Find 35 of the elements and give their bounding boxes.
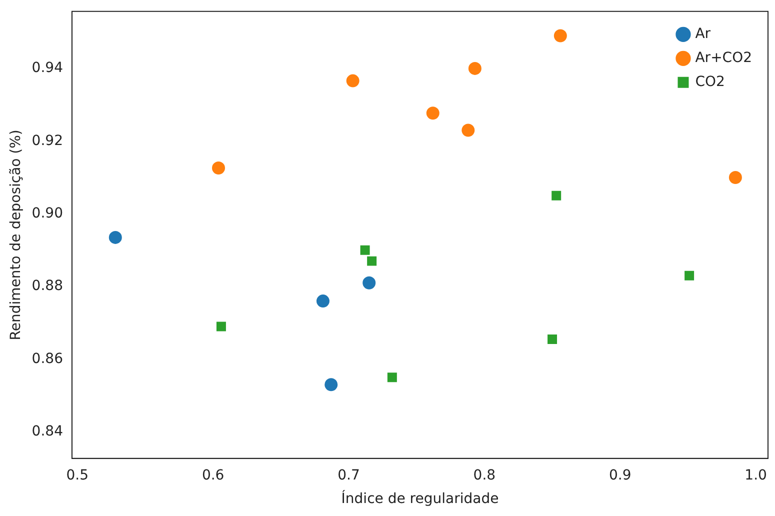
x-tick-label: 0.7: [338, 467, 360, 484]
legend-label: Ar+CO2: [695, 50, 752, 66]
point: [360, 245, 370, 255]
x-tick-label: 0.6: [202, 467, 224, 484]
y-tick-label: 0.92: [32, 132, 63, 149]
point: [387, 372, 397, 382]
point: [552, 190, 562, 200]
x-tick-label: 0.5: [66, 467, 89, 484]
point: [108, 230, 122, 244]
point: [367, 256, 377, 266]
point: [346, 74, 360, 88]
x-tick-label: 1.0: [744, 467, 767, 484]
y-tick-label: 0.90: [32, 205, 63, 222]
x-tick-label: 0.9: [608, 467, 632, 484]
y-tick-label: 0.84: [32, 424, 64, 440]
legend-label: Ar: [695, 26, 711, 42]
y-axis-title: Rendimento de deposição (%): [8, 130, 24, 340]
point: [468, 62, 482, 75]
point: [362, 276, 376, 290]
point: [728, 170, 742, 184]
point: [462, 124, 475, 137]
legend-label: CO2: [695, 74, 725, 90]
y-tick-label: 0.86: [32, 350, 64, 367]
point: [324, 378, 338, 392]
y-tick-label: 0.94: [32, 60, 64, 76]
point: [554, 29, 567, 42]
y-tick-label: 0.88: [32, 278, 63, 294]
point: [316, 294, 330, 308]
point: [212, 162, 226, 175]
point: [216, 322, 226, 332]
x-tick-label: 0.8: [473, 467, 496, 484]
point: [684, 270, 694, 280]
point: [426, 106, 440, 120]
x-axis-title: Índice de regularidade: [341, 490, 499, 508]
point: [548, 334, 558, 344]
